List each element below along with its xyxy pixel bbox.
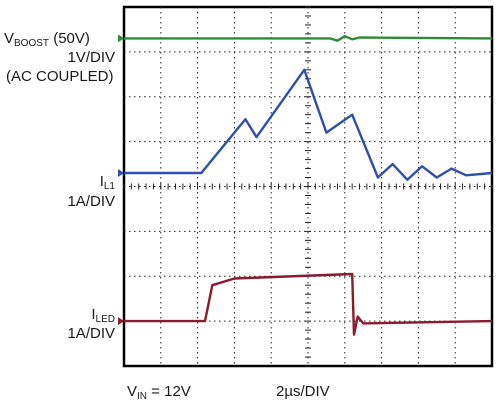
iled-scale: 1A/DIV <box>67 325 115 342</box>
vboost-scale: 1V/DIV <box>67 49 115 66</box>
il1-scale: 1A/DIV <box>67 193 115 210</box>
ground-marker-l1 <box>118 169 124 178</box>
grid <box>122 5 494 368</box>
iled-label: ILED <box>91 306 115 325</box>
vboost-coupling: (AC COUPLED) <box>6 68 114 85</box>
vin-condition: VIN = 12V <box>127 383 191 402</box>
vboost-label: VBOOST (50V) <box>4 30 90 49</box>
traces <box>118 34 493 336</box>
il1-label: IL1 <box>99 173 115 192</box>
ground-marker-boost <box>118 34 124 43</box>
time-scale-label: 2µs/DIV <box>276 383 330 400</box>
trace-boost <box>124 35 493 42</box>
ground-marker-led <box>118 317 124 326</box>
trace-l1 <box>124 68 493 182</box>
trace-led <box>124 272 493 336</box>
